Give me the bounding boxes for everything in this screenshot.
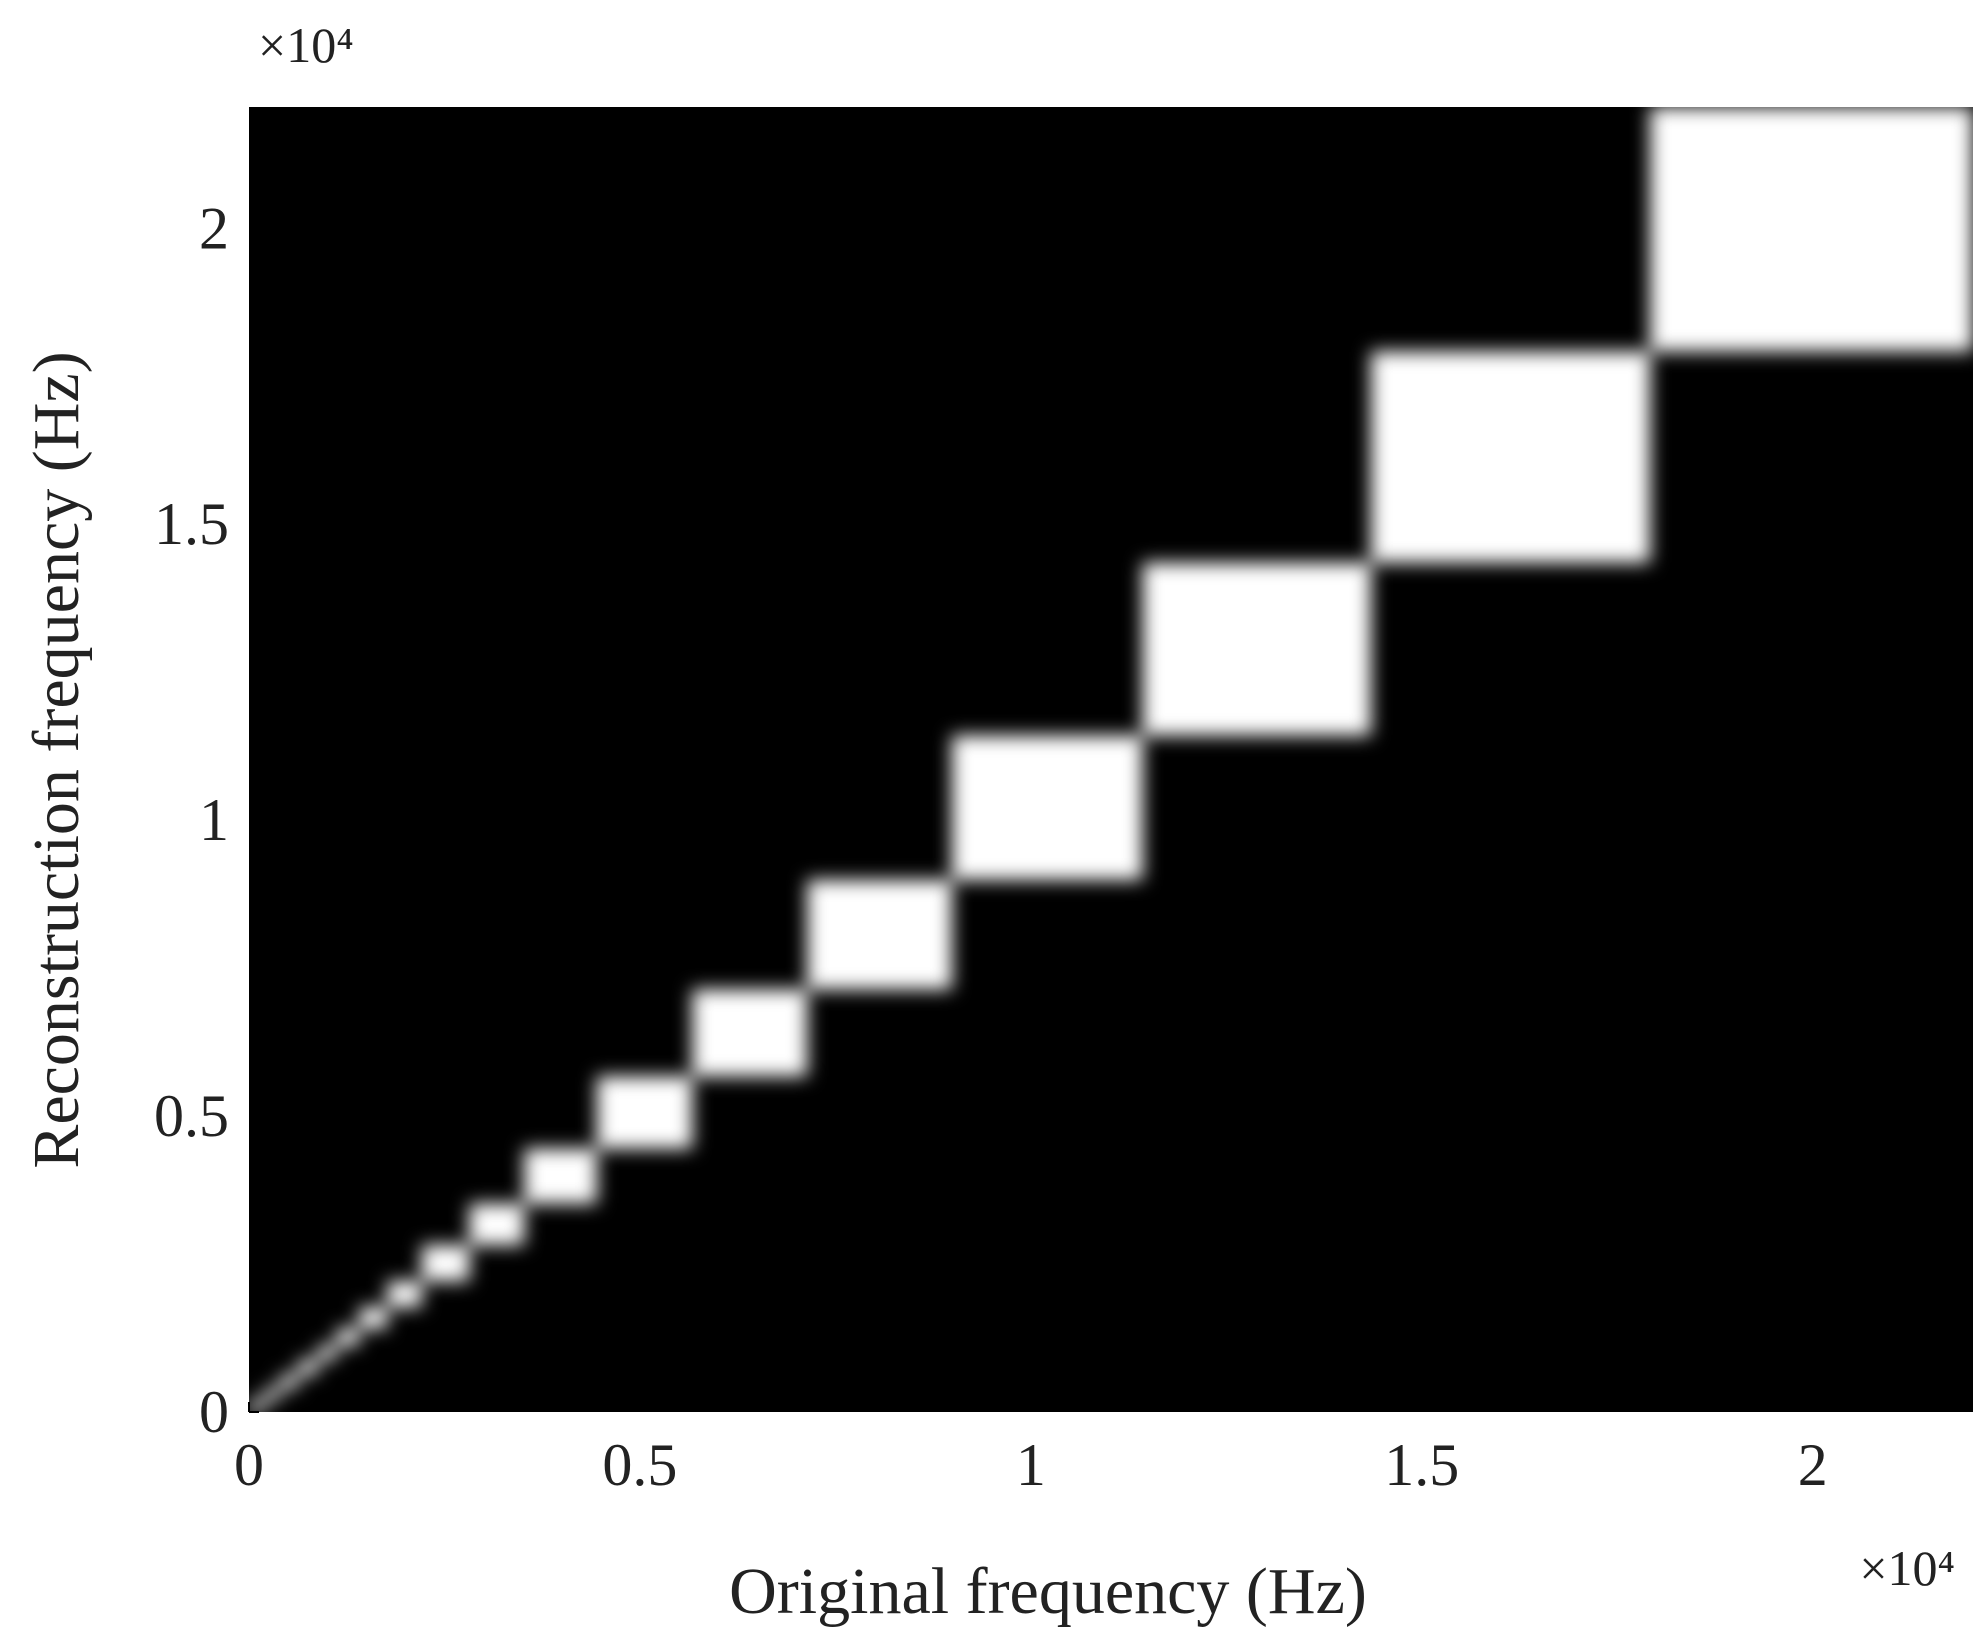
band-block (249, 1400, 265, 1412)
band-block (280, 1374, 299, 1389)
band-block (387, 1281, 422, 1308)
band-block (264, 1388, 281, 1401)
band-block (951, 735, 1143, 880)
band-block (359, 1307, 388, 1329)
x-tick-label: 0.5 (602, 1432, 677, 1498)
y-tick-label: 1.5 (154, 491, 229, 557)
band-block (1142, 562, 1371, 736)
y-multiplier: ×10⁴ (258, 17, 354, 73)
band-block (421, 1245, 470, 1282)
x-tick-label: 2 (1798, 1432, 1828, 1498)
y-axis-label: Reconstruction frequency (Hz) (20, 351, 93, 1168)
y-tick-label: 2 (199, 195, 229, 261)
y-tick-label: 0 (199, 1379, 229, 1445)
x-tick-label: 1.5 (1384, 1432, 1459, 1498)
band-block (524, 1148, 597, 1204)
y-tick-label: 0.5 (154, 1083, 229, 1149)
band-block (469, 1203, 525, 1246)
band-block (807, 879, 952, 990)
band-block (336, 1328, 360, 1346)
band-block (692, 989, 808, 1077)
blocks (249, 107, 1973, 1412)
x-tick-label: 1 (1016, 1432, 1046, 1498)
band-block (1370, 351, 1651, 563)
band-block (1650, 107, 1973, 352)
blurred-blocks (249, 107, 1973, 1412)
band-block (298, 1359, 318, 1375)
band-block (596, 1076, 693, 1149)
y-tick-label: 1 (199, 787, 229, 853)
x-tick-label: 0 (234, 1432, 264, 1498)
x-axis-label: Original frequency (Hz) (729, 1555, 1367, 1628)
x-multiplier: ×10⁴ (1859, 1540, 1955, 1596)
band-block (317, 1345, 337, 1360)
